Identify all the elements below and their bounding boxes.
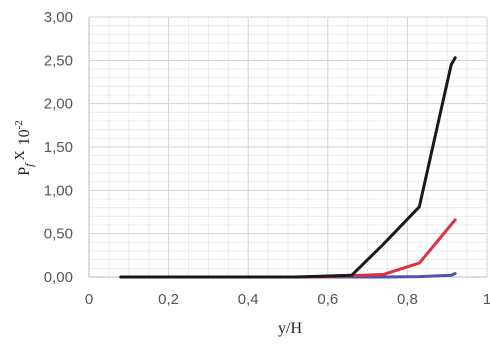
x-tick-label: 0,2 (158, 291, 179, 308)
y-axis-title-base: P (16, 167, 33, 176)
x-axis-title: y/H (278, 320, 302, 337)
x-tick-label: 0 (85, 291, 93, 308)
x-tick-label: 0,8 (397, 291, 418, 308)
y-axis-title-mantissa: 10 (16, 129, 33, 145)
y-tick-labels: 0,00 0,50 1,00 1,50 2,00 2,50 3,00 (44, 9, 73, 286)
x-tick-label: 1 (483, 291, 490, 308)
y-axis-title-sub: f (22, 162, 36, 167)
y-tick-label: 0,50 (44, 226, 73, 243)
x-tick-label: 0,4 (238, 291, 259, 308)
y-axis-title-times: X (13, 150, 28, 160)
y-tick-label: 1,00 (44, 182, 73, 199)
y-tick-label: 2,00 (44, 96, 73, 113)
series-line (119, 56, 457, 279)
y-tick-label: 2,50 (44, 52, 73, 69)
y-axis-title: PfX 10-2 (13, 120, 36, 176)
y-tick-label: 3,00 (44, 9, 73, 26)
svg-text:PfX10-2: PfX 10-2 (13, 120, 36, 176)
x-tick-labels: 0 0,2 0,4 0,6 0,8 1 (85, 291, 490, 308)
y-tick-label: 0,00 (44, 269, 73, 286)
x-tick-label: 0,6 (317, 291, 338, 308)
series-layer (119, 56, 457, 279)
y-axis-title-exponent: -2 (13, 120, 25, 129)
y-tick-label: 1,50 (44, 139, 73, 156)
